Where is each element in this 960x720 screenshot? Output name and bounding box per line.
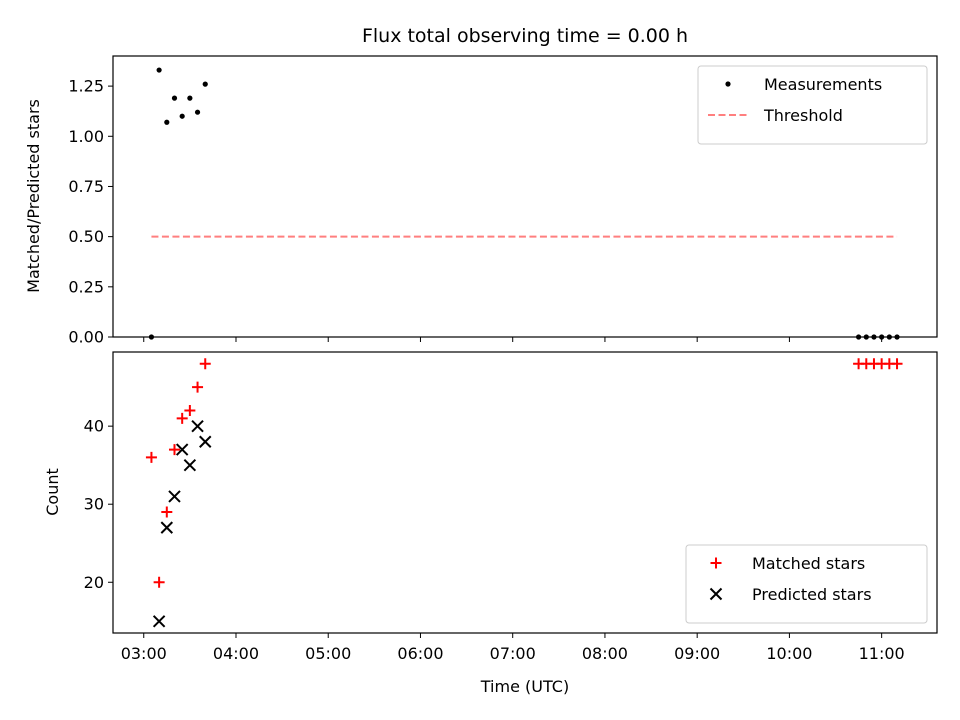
threshold-legend-label: Threshold <box>763 106 843 125</box>
predicted-stars-legend-swatch <box>709 587 723 601</box>
top-y-axis-label: Matched/Predicted stars <box>24 99 43 293</box>
x-tick-label: 05:00 <box>305 644 351 663</box>
x-axis-label: Time (UTC) <box>480 677 569 696</box>
x-tick-label: 10:00 <box>766 644 812 663</box>
top-legend: Measurements Threshold <box>697 65 928 145</box>
bottom-y-tick-label: 40 <box>84 417 104 436</box>
matched-stars-point <box>145 451 157 463</box>
x-tick-label: 03:00 <box>121 644 167 663</box>
matched-stars-point <box>199 358 211 370</box>
x-tick-label: 08:00 <box>582 644 628 663</box>
measurements-point <box>202 81 208 87</box>
measurements-point <box>156 67 162 73</box>
x-tick-label: 09:00 <box>674 644 720 663</box>
x-tick-label: 07:00 <box>490 644 536 663</box>
measurements-legend-label: Measurements <box>764 75 882 94</box>
bottom-axes-frame <box>112 351 938 634</box>
top-legend-box <box>697 65 928 145</box>
matched-stars-legend-swatch <box>710 557 722 569</box>
bottom-y-tick-label: 20 <box>84 573 104 592</box>
predicted-stars-point <box>160 521 174 534</box>
measurements-point <box>179 113 185 119</box>
x-tick-label: 04:00 <box>213 644 259 663</box>
matched-stars-legend-label: Matched stars <box>752 554 865 573</box>
measurements-legend-swatch <box>725 81 731 87</box>
bottom-legend: Matched stars Predicted stars <box>685 544 928 624</box>
top-y-tick-label: 1.25 <box>68 77 104 96</box>
bottom-y-axis-label: Count <box>43 468 62 516</box>
top-panel: 0.00 0.25 0.50 0.75 1.00 1.25 Measurements Thre… <box>68 55 938 347</box>
top-y-tick-label: 0.25 <box>68 277 104 296</box>
x-tick-label: 06:00 <box>397 644 443 663</box>
predicted-stars-point <box>183 458 197 472</box>
predicted-stars-point <box>191 419 204 433</box>
measurements-point <box>187 95 193 101</box>
predicted-stars-point <box>199 435 212 448</box>
predicted-stars-point <box>168 490 181 503</box>
matched-stars-point <box>192 381 204 393</box>
matched-stars-point <box>891 358 903 370</box>
top-y-tick-label: 1.00 <box>68 127 104 146</box>
top-y-tick-label: 0.00 <box>68 328 104 347</box>
predicted-stars-point <box>152 615 166 628</box>
bottom-y-tick-label: 30 <box>84 495 104 514</box>
matched-stars-point <box>176 412 188 424</box>
measurements-point <box>171 95 178 101</box>
matched-stars-point <box>168 444 180 456</box>
top-y-tick-label: 0.50 <box>68 227 104 246</box>
x-tick-label: 11:00 <box>859 644 905 663</box>
top-y-tick-label: 0.75 <box>68 177 104 196</box>
matched-stars-point <box>161 506 173 518</box>
top-axes-frame <box>112 55 938 338</box>
top-chart-title: Flux total observing time = 0.00 h <box>362 25 688 47</box>
matched-stars-point <box>153 576 165 588</box>
bottom-legend-box <box>685 544 928 624</box>
predicted-stars-legend-label: Predicted stars <box>752 585 872 604</box>
predicted-stars-point <box>175 443 189 456</box>
measurements-point <box>164 119 170 125</box>
matched-stars-point <box>184 405 196 417</box>
bottom-panel: 20 30 40 03:00 04:00 05:00 06:00 07:00 08:00 09:0… <box>84 351 938 663</box>
measurements-point <box>194 109 201 115</box>
